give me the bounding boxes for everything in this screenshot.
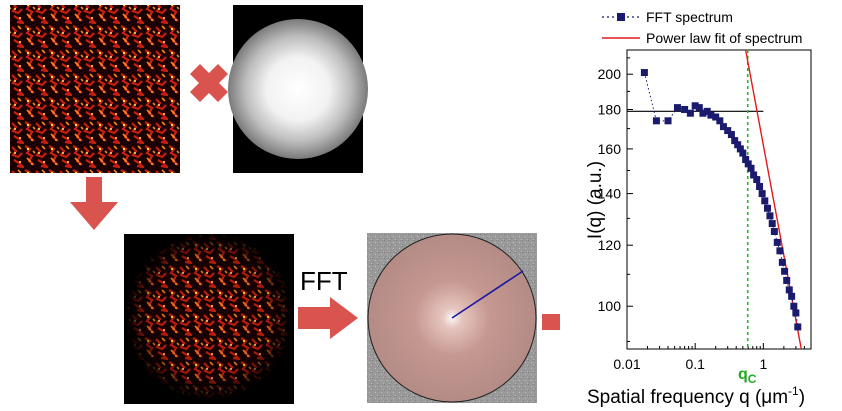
gaussian-mask-disc [228,19,368,159]
fft-spectrum-point [739,149,747,157]
fft-spectrum-point [742,156,750,164]
fft-spectrum-point [734,141,742,149]
fft-spectrum-line [643,72,799,327]
fft-spectrum-point [792,309,800,317]
fft-spectrum-point [744,160,752,168]
fft-spectrum-point [716,117,724,125]
y-tick-label: 140 [598,186,622,202]
y-tick-label: 160 [598,141,622,157]
qc-label: qC [738,366,757,386]
y-tick-label: 120 [598,237,622,253]
fft-spectrum-point [699,109,707,117]
x-tick-label: 0.1 [685,356,705,372]
legend-marker-fft [617,13,625,21]
multiply-icon [190,64,228,102]
fft-spectrum-point [753,176,761,184]
fft-spectrum-point [727,131,735,139]
fft-spectrum-point [736,145,744,153]
fft-spectrum-point [768,220,776,228]
fft-spectrum-point [695,104,703,112]
y-tick-label: 100 [598,298,622,314]
fft-spectrum-point [776,247,784,255]
plot-content [627,49,802,350]
y-tick-label: 200 [598,66,622,82]
y-tick-label: 180 [598,101,622,117]
fft-spectrum-point [773,238,781,246]
x-tick-label: 0.01 [613,356,640,372]
legend-label-fit: Power law fit of spectrum [646,30,802,46]
fft-spectrum-point [778,258,786,266]
fft-spectrum-point [766,212,774,220]
fft-spectrum-point [652,117,660,125]
fft-spectrum-point [783,276,791,284]
fft-spectrum-point [770,228,778,236]
legend-label-fft: FFT spectrum [646,9,733,25]
legend: FFT spectrum Power law fit of spectrum [602,9,802,46]
x-axis-label: Spatial frequency q (μm-1) [587,384,805,408]
right-arrow-spectrum [542,314,560,330]
fft-spectrum-point [640,69,648,77]
fft-spectrum-point [750,171,758,179]
fft-spectrum-point [794,323,802,331]
plot-frame [626,49,812,350]
fft-spectrum-point [781,267,789,275]
x-tick-label: 1 [759,356,767,372]
fft-spectrum-point [691,102,699,110]
fft-spectrum-point [731,137,739,145]
fft-spectrum-point [712,113,720,121]
y-axis-label: I(q) (a.u.) [585,161,606,239]
fft-spectrum-point [664,117,672,125]
fft-spectrum-point [785,286,793,294]
fft-spectrum-point [790,302,798,310]
fft-spectrum-point [686,109,694,117]
fft-label: FFT [300,266,348,296]
axis-ticks: 0.01 0.1 1 100 120 140 160 180 200 [598,57,812,372]
fft-spectrum-point [763,204,771,212]
fft-spectrum-point [756,182,764,190]
fft-spectrum-point [707,111,715,119]
schematic-panel [10,5,560,404]
fft-radius-line [451,270,524,319]
speckle-image [10,5,180,173]
down-arrow [70,177,118,230]
fft-spectrum-point [758,190,766,198]
fft-spectrum-point [724,127,732,135]
fft-spectrum-point [788,292,796,300]
fft-spectrum-point [761,197,769,205]
fft-spectrum-point [673,104,681,112]
fft-spectrum-point [681,105,689,113]
right-arrow-fft [298,297,358,339]
fft-spectrum-point [719,123,727,131]
fft-spectrum-point [703,107,711,115]
fft-spectrum-point [747,164,755,172]
